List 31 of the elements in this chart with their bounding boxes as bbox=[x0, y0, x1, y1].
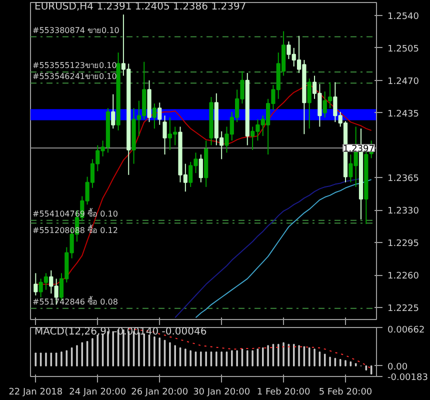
y-tick-label: 1.2295 bbox=[388, 239, 419, 250]
category-label: 22 Jan 2018 bbox=[8, 388, 63, 398]
candlestick bbox=[307, 78, 312, 130]
candlestick bbox=[152, 103, 156, 130]
line-series bbox=[195, 179, 372, 318]
y-tick-label: 1.2470 bbox=[388, 76, 420, 87]
category-label: 5 Feb 20:00 bbox=[318, 388, 372, 398]
y-tick-label: 1.2505 bbox=[388, 44, 419, 54]
y-tick-label: 0.00662 bbox=[388, 326, 425, 336]
y-tick-label: 1.2365 bbox=[388, 174, 419, 184]
candlestick bbox=[111, 94, 116, 130]
category-label: 1 Feb 20:00 bbox=[256, 388, 310, 398]
candlestick bbox=[34, 272, 38, 296]
candlestick bbox=[158, 102, 162, 126]
y-tick-label: 0.00 bbox=[388, 362, 408, 372]
category-label: 26 Jan 20:00 bbox=[131, 388, 188, 398]
y-tick-label: 1.2225 bbox=[388, 304, 419, 314]
line-series bbox=[174, 178, 362, 318]
category-label: 24 Jan 20:00 bbox=[69, 388, 126, 398]
candlestick bbox=[162, 115, 167, 156]
ref-line-label: #553380874 ขาย0.10 bbox=[32, 26, 120, 35]
y-tick-label: 1.2330 bbox=[388, 206, 420, 217]
y-tick-label: 1.2540 bbox=[388, 12, 420, 22]
ref-line-label: 1.2397 bbox=[343, 144, 375, 155]
y-tick-label: 1.2435 bbox=[388, 109, 419, 120]
y-tick-label: 1.2260 bbox=[388, 272, 420, 282]
category-label: 30 Jan 20:00 bbox=[193, 388, 250, 398]
candlestick bbox=[198, 154, 203, 183]
y-tick-label: -0.00183 bbox=[388, 373, 428, 383]
ref-line-label: #553546241ขาย0.10 bbox=[32, 72, 117, 82]
ref-line-label: #553555123ขาย0.10 bbox=[32, 61, 117, 70]
